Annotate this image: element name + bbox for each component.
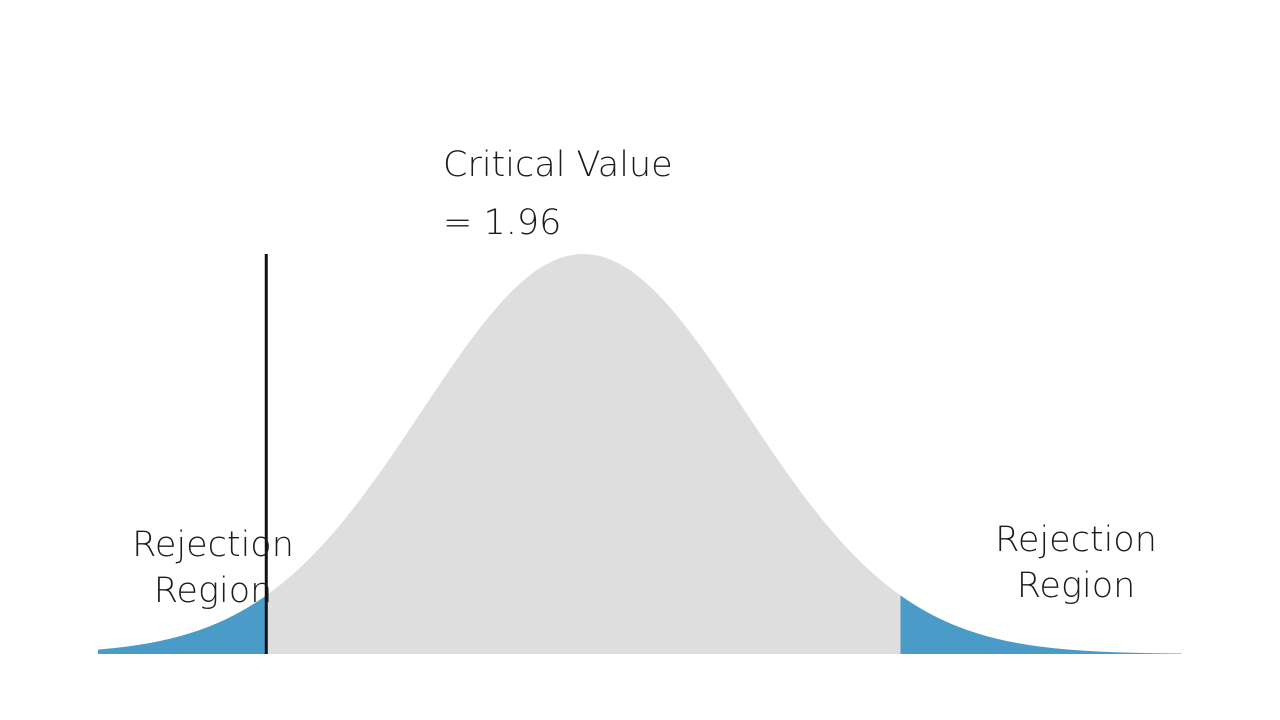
right-rejection-region xyxy=(900,595,1182,654)
right-rejection-label: Rejection Region xyxy=(966,517,1186,609)
right-rejection-label-line1: Rejection xyxy=(995,520,1157,560)
critical-value-title: Critical Value xyxy=(443,145,673,185)
acceptance-region xyxy=(266,254,901,654)
left-rejection-label-line1: Rejection xyxy=(132,525,294,565)
left-rejection-region xyxy=(98,595,267,654)
left-rejection-label-line2: Region xyxy=(153,571,273,611)
left-rejection-label: Rejection Region xyxy=(103,522,323,614)
right-rejection-label-line2: Region xyxy=(1016,566,1136,606)
critical-value-equation: = 1.96 xyxy=(443,203,562,243)
